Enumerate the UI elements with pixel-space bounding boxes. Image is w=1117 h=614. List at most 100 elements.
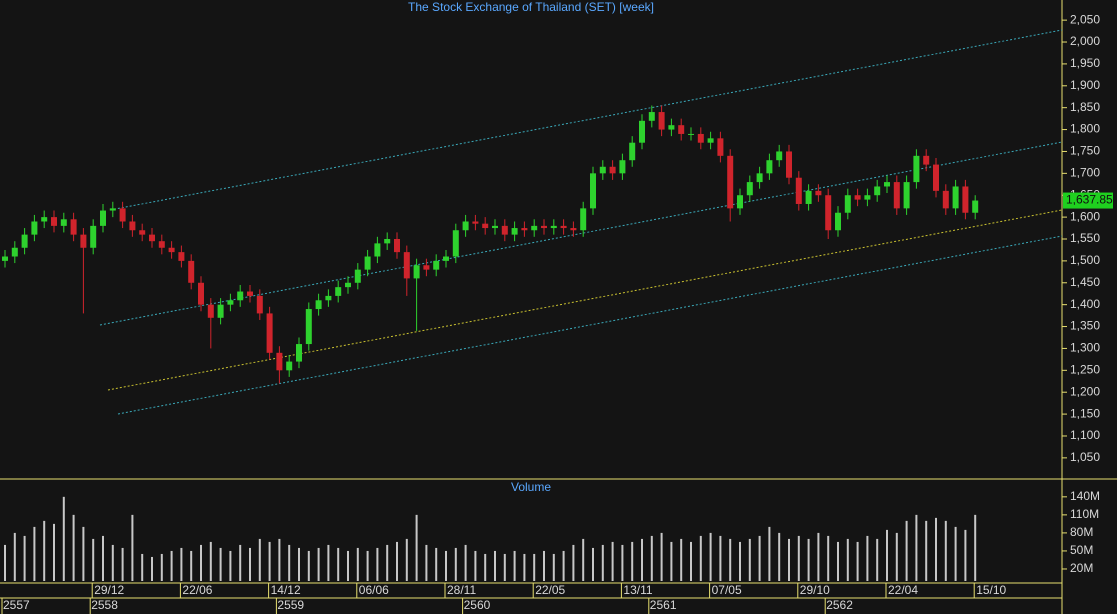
volume-bar: [454, 547, 457, 581]
volume-bar: [503, 553, 506, 581]
volume-bar: [925, 520, 928, 581]
candle-body: [766, 160, 773, 174]
candle-body: [648, 112, 655, 121]
candle-body: [482, 223, 489, 229]
volume-bar: [699, 535, 702, 581]
candle-body: [619, 160, 626, 174]
volume-bar: [288, 544, 291, 581]
volume-bar: [964, 529, 967, 581]
volume-bar: [307, 550, 310, 581]
candle-body: [786, 151, 792, 178]
chart-title: The Stock Exchange of Thailand (SET) [we…: [408, 0, 654, 14]
candle-body: [296, 344, 302, 362]
volume-bar: [670, 541, 673, 581]
candle-body: [942, 190, 949, 209]
candle-body: [237, 291, 244, 301]
volume-bar: [621, 544, 624, 581]
x-tick-label: 06/06: [359, 583, 389, 597]
volume-bar: [258, 538, 261, 581]
candle-body: [795, 177, 802, 204]
candle-body: [364, 256, 371, 270]
candle-body: [472, 221, 479, 224]
candle-body: [727, 155, 734, 209]
y-tick-label: 50M: [1070, 543, 1093, 557]
volume-bar: [582, 538, 585, 581]
x-tick-label: 13/11: [623, 583, 652, 597]
volume-bar: [768, 526, 771, 581]
volume-bar: [729, 538, 732, 581]
candle-body: [972, 200, 979, 213]
y-tick-label: 1,750: [1070, 144, 1100, 158]
volume-bar: [846, 538, 849, 581]
candle-body: [825, 195, 832, 231]
volume-bar: [151, 556, 153, 581]
candle-body: [668, 125, 675, 130]
candle-body: [354, 269, 361, 283]
candle-body: [70, 219, 77, 235]
x-tick-label: 07/05: [712, 583, 742, 597]
volume-bar: [209, 541, 212, 581]
y-tick-label: 1,400: [1070, 297, 1100, 311]
volume-bar: [954, 526, 957, 581]
candle-body: [384, 239, 391, 244]
year-label: 2561: [650, 598, 677, 612]
volume-bar: [474, 550, 477, 581]
volume-bar: [141, 553, 144, 581]
candle-body: [119, 208, 126, 222]
last-price-label: 1,637.85: [1066, 193, 1113, 207]
y-tick-label: 1,050: [1070, 450, 1100, 464]
volume-bar: [131, 514, 134, 581]
volume-bar: [4, 544, 6, 581]
volume-bar: [641, 538, 643, 581]
candle-body: [158, 241, 165, 248]
volume-bar: [317, 547, 320, 581]
volume-bar: [62, 496, 65, 581]
candle-body: [374, 243, 381, 257]
candle-body: [874, 186, 881, 196]
volume-bar: [856, 541, 859, 581]
volume-bar: [837, 541, 839, 581]
y-tick-label: 1,450: [1070, 275, 1100, 289]
candle-body: [227, 300, 234, 305]
volume-bar: [327, 544, 330, 581]
volume-bar: [23, 535, 26, 581]
candle-body: [217, 304, 224, 318]
y-tick-label: 2,000: [1070, 34, 1100, 48]
volume-bar: [484, 553, 487, 581]
volume-bar: [33, 526, 36, 581]
candle-body: [109, 208, 116, 211]
candle-body: [403, 252, 410, 279]
volume-bar: [601, 544, 604, 581]
candle-body: [247, 291, 253, 296]
candle-body: [707, 138, 714, 143]
volume-bar: [180, 547, 183, 581]
candle-body: [11, 247, 18, 257]
candle-body: [413, 265, 420, 279]
volume-bar: [788, 538, 790, 581]
volume-bar: [337, 547, 340, 581]
candle-body: [805, 190, 812, 204]
x-tick-label: 14/12: [271, 583, 301, 597]
volume-bar: [13, 532, 16, 581]
volume-bar: [572, 544, 575, 581]
volume-bar: [239, 544, 242, 581]
candle-body: [776, 151, 783, 161]
y-tick-label: 1,850: [1070, 100, 1100, 114]
candle-body: [541, 225, 547, 229]
candle-body: [21, 234, 28, 248]
trend-line: [107, 209, 1063, 391]
candle-body: [697, 133, 704, 143]
volume-bar: [935, 517, 937, 581]
candle-body: [149, 234, 155, 242]
volume-bar: [229, 550, 232, 581]
volume-bar: [347, 550, 349, 581]
volume-bar: [974, 514, 977, 581]
volume-bar: [376, 547, 379, 581]
volume-bar: [396, 541, 398, 581]
year-label: 2557: [3, 598, 30, 612]
candle-body: [678, 125, 685, 134]
candle-body: [580, 208, 587, 231]
candle-body: [962, 186, 969, 213]
candle-body: [266, 313, 273, 353]
y-tick-label: 1,150: [1070, 406, 1100, 420]
